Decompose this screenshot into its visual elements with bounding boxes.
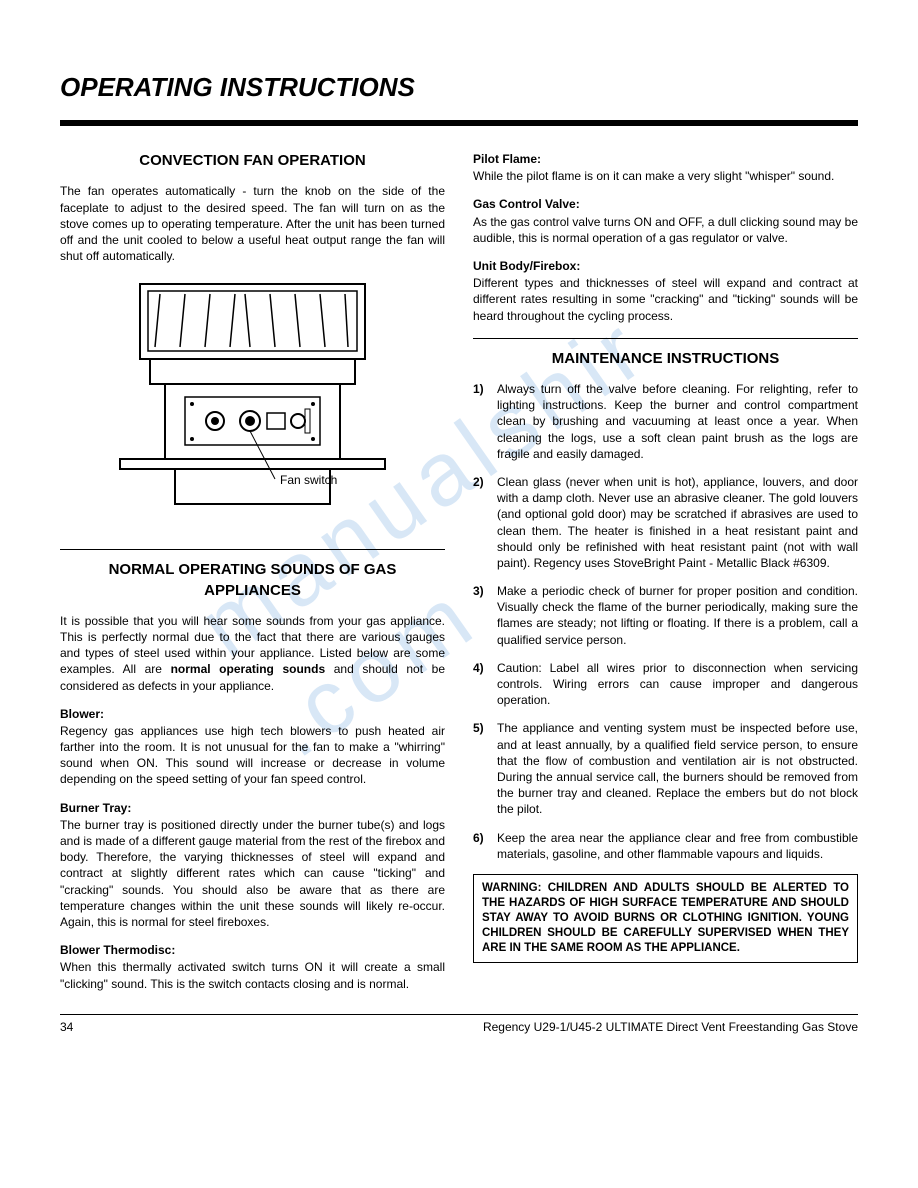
right-column: Pilot Flame: While the pilot flame is on… bbox=[473, 151, 858, 1004]
convection-heading: CONVECTION FAN OPERATION bbox=[60, 151, 445, 171]
diagram-label: Fan switch bbox=[280, 473, 337, 487]
list-item: 1)Always turn off the valve before clean… bbox=[473, 381, 858, 462]
blower-text: Regency gas appliances use high tech blo… bbox=[60, 723, 445, 788]
sounds-intro-bold: normal operating sounds bbox=[171, 662, 326, 676]
list-item: 3)Make a periodic check of burner for pr… bbox=[473, 583, 858, 648]
maintenance-list: 1)Always turn off the valve before clean… bbox=[473, 381, 858, 862]
body-heading: Unit Body/Firebox: bbox=[473, 258, 858, 274]
pilot-section: Pilot Flame: While the pilot flame is on… bbox=[473, 151, 858, 184]
list-item: 4)Caution: Label all wires prior to disc… bbox=[473, 660, 858, 709]
sounds-intro: It is possible that you will hear some s… bbox=[60, 613, 445, 694]
two-column-layout: CONVECTION FAN OPERATION The fan operate… bbox=[60, 151, 858, 1004]
page-number: 34 bbox=[60, 1019, 73, 1035]
item-number: 6) bbox=[473, 830, 497, 862]
item-text: Clean glass (never when unit is hot), ap… bbox=[497, 474, 858, 571]
page-title: OPERATING INSTRUCTIONS bbox=[60, 70, 858, 105]
valve-text: As the gas control valve turns ON and OF… bbox=[473, 214, 858, 246]
maintenance-heading: MAINTENANCE INSTRUCTIONS bbox=[473, 349, 858, 369]
section-rule-2 bbox=[473, 338, 858, 339]
list-item: 2)Clean glass (never when unit is hot), … bbox=[473, 474, 858, 571]
list-item: 5)The appliance and venting system must … bbox=[473, 720, 858, 817]
left-column: CONVECTION FAN OPERATION The fan operate… bbox=[60, 151, 445, 1004]
tray-text: The burner tray is positioned directly u… bbox=[60, 817, 445, 930]
item-text: The appliance and venting system must be… bbox=[497, 720, 858, 817]
thermo-heading: Blower Thermodisc: bbox=[60, 942, 445, 958]
item-number: 1) bbox=[473, 381, 497, 462]
fan-switch-diagram: Fan switch bbox=[110, 279, 395, 529]
section-rule-1 bbox=[60, 549, 445, 550]
blower-heading: Blower: bbox=[60, 706, 445, 722]
title-rule bbox=[60, 120, 858, 126]
blower-section: Blower: Regency gas appliances use high … bbox=[60, 706, 445, 788]
valve-section: Gas Control Valve: As the gas control va… bbox=[473, 196, 858, 246]
item-number: 3) bbox=[473, 583, 497, 648]
item-text: Keep the area near the appliance clear a… bbox=[497, 830, 858, 862]
item-number: 4) bbox=[473, 660, 497, 709]
thermo-text: When this thermally activated switch tur… bbox=[60, 959, 445, 991]
warning-box: WARNING: CHILDREN AND ADULTS SHOULD BE A… bbox=[473, 874, 858, 963]
item-text: Always turn off the valve before cleanin… bbox=[497, 381, 858, 462]
tray-section: Burner Tray: The burner tray is position… bbox=[60, 800, 445, 931]
item-number: 2) bbox=[473, 474, 497, 571]
page-content: OPERATING INSTRUCTIONS CONVECTION FAN OP… bbox=[60, 70, 858, 1035]
body-section: Unit Body/Firebox: Different types and t… bbox=[473, 258, 858, 324]
tray-heading: Burner Tray: bbox=[60, 800, 445, 816]
convection-paragraph: The fan operates automatically - turn th… bbox=[60, 183, 445, 264]
page-footer: 34 Regency U29-1/U45-2 ULTIMATE Direct V… bbox=[60, 1019, 858, 1035]
body-text: Different types and thicknesses of steel… bbox=[473, 275, 858, 324]
item-text: Make a periodic check of burner for prop… bbox=[497, 583, 858, 648]
pilot-text: While the pilot flame is on it can make … bbox=[473, 168, 858, 184]
footer-rule bbox=[60, 1014, 858, 1015]
product-name: Regency U29-1/U45-2 ULTIMATE Direct Vent… bbox=[483, 1019, 858, 1035]
sounds-heading: NORMAL OPERATING SOUNDS OF GAS APPLIANCE… bbox=[60, 560, 445, 601]
valve-heading: Gas Control Valve: bbox=[473, 196, 858, 212]
thermo-section: Blower Thermodisc: When this thermally a… bbox=[60, 942, 445, 992]
item-text: Caution: Label all wires prior to discon… bbox=[497, 660, 858, 709]
pilot-heading: Pilot Flame: bbox=[473, 151, 858, 167]
item-number: 5) bbox=[473, 720, 497, 817]
list-item: 6)Keep the area near the appliance clear… bbox=[473, 830, 858, 862]
